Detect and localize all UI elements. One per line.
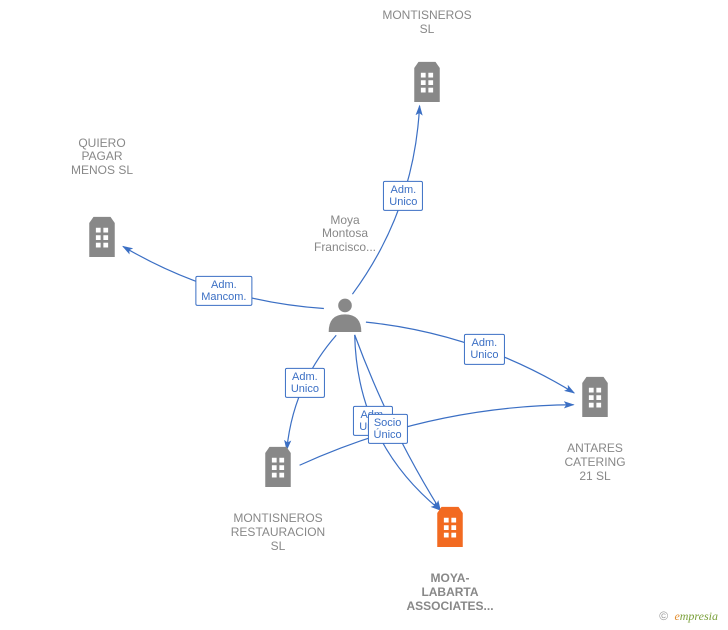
edge xyxy=(123,247,324,309)
company-icon[interactable] xyxy=(414,62,440,102)
footer-credit: © empresia xyxy=(659,609,718,624)
copyright-symbol: © xyxy=(659,609,668,623)
edge xyxy=(366,322,574,393)
edge xyxy=(352,106,419,294)
edge xyxy=(355,335,441,510)
edge xyxy=(300,405,574,465)
diagram-canvas xyxy=(0,0,728,630)
company-icon[interactable] xyxy=(265,447,291,487)
brand-rest: mpresia xyxy=(680,609,718,623)
edge xyxy=(287,335,336,449)
company-icon[interactable] xyxy=(582,377,608,417)
company-icon[interactable] xyxy=(89,217,115,257)
person-icon[interactable] xyxy=(329,299,362,332)
company-icon[interactable] xyxy=(437,507,463,547)
edge xyxy=(355,335,441,510)
